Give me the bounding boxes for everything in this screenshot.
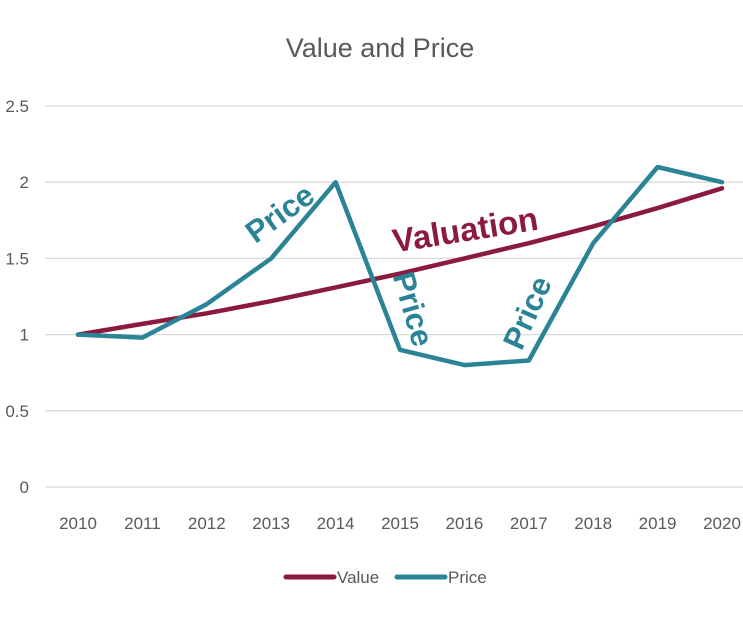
- x-tick-label: 2015: [381, 514, 419, 533]
- legend-price-label: Price: [448, 568, 487, 587]
- legend: Value Price: [283, 568, 487, 587]
- x-tick-label: 2020: [703, 514, 741, 533]
- y-tick-label: 1: [20, 326, 29, 345]
- x-tick-label: 2018: [574, 514, 612, 533]
- y-tick-label: 2: [20, 173, 29, 192]
- y-tick-label: 0: [20, 478, 29, 497]
- x-tick-label: 2013: [252, 514, 290, 533]
- x-tick-label: 2016: [445, 514, 483, 533]
- y-tick-label: 0.5: [5, 402, 29, 421]
- chart-title: Value and Price: [286, 33, 475, 63]
- annotations: Price Valuation Price Price: [239, 177, 559, 354]
- annotation-price-rise: Price: [239, 177, 321, 250]
- y-axis-ticks: 0 0.5 1 1.5 2 2.5: [5, 97, 29, 497]
- annotation-price-recovery: Price: [496, 271, 559, 355]
- y-tick-label: 2.5: [5, 97, 29, 116]
- x-tick-label: 2010: [59, 514, 97, 533]
- x-tick-label: 2019: [639, 514, 677, 533]
- annotation-valuation: Valuation: [390, 200, 541, 259]
- series-line-price: [75, 164, 725, 368]
- y-tick-label: 1.5: [5, 249, 29, 268]
- x-tick-label: 2011: [124, 514, 161, 533]
- x-tick-label: 2017: [510, 514, 548, 533]
- legend-value-label: Value: [337, 568, 379, 587]
- x-axis-ticks: 2010 2011 2012 2013 2014 2015 2016 2017 2018 2019…: [59, 514, 741, 533]
- series-lines: [75, 164, 725, 368]
- x-tick-label: 2014: [317, 514, 355, 533]
- x-tick-label: 2012: [188, 514, 226, 533]
